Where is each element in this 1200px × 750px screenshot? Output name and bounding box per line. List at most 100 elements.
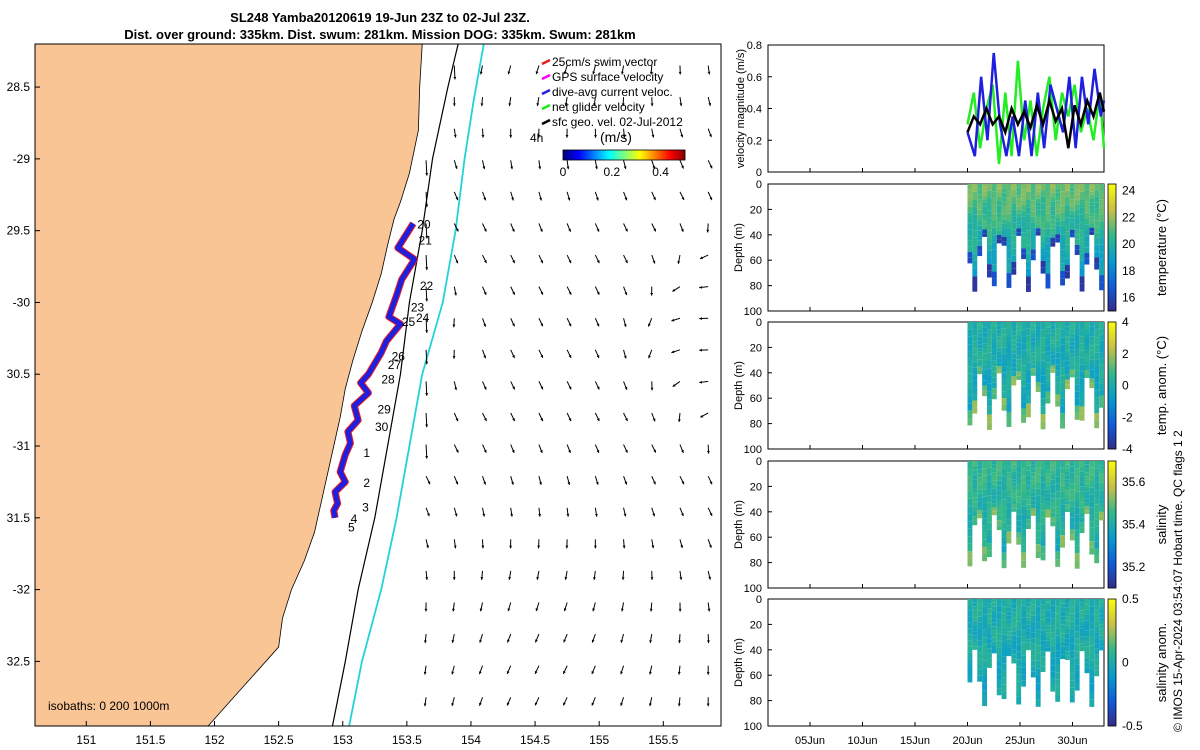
profile-cell <box>996 362 1002 367</box>
profile-cell <box>1069 222 1075 226</box>
profile-cell <box>972 214 978 223</box>
profile-colorbar-cell <box>1108 561 1116 563</box>
profile-colorbar-cell <box>1108 661 1116 663</box>
profile-cell <box>1074 224 1080 230</box>
profile-cell <box>991 191 997 199</box>
colorbar-cell <box>656 150 658 160</box>
profile-cell <box>1016 538 1022 545</box>
profile-cell <box>972 393 978 401</box>
profile-cell <box>982 380 987 386</box>
profile-cell <box>1045 228 1051 237</box>
profile-colorbar-cell <box>1108 606 1116 608</box>
profile-colorbar-cell <box>1108 648 1116 650</box>
profile-cell <box>987 662 992 668</box>
profile-cell <box>1055 679 1061 688</box>
profile-cell <box>1011 371 1017 377</box>
profile-cell <box>1079 613 1085 618</box>
profile-cell <box>987 461 992 468</box>
profile-cell <box>1006 627 1012 632</box>
profile-cell <box>967 246 973 253</box>
profile-cell <box>1089 359 1095 365</box>
profile-cell <box>1074 664 1080 671</box>
profile-cell <box>996 358 1002 363</box>
geo-vel-arrowhead <box>706 229 710 233</box>
profile-colorbar-cell <box>1108 252 1116 254</box>
colorbar-cell <box>670 150 672 160</box>
profile-cell <box>1055 192 1061 197</box>
profile-cell <box>1084 369 1090 374</box>
profile-colorbar-cell <box>1108 333 1116 335</box>
profile-colorbar-cell <box>1108 628 1116 630</box>
profile-cell <box>1016 461 1022 467</box>
geo-vel-arrowhead <box>483 197 487 201</box>
profile-colorbar-tick-label: 35.6 <box>1122 475 1146 489</box>
profile-cell <box>1079 617 1085 622</box>
profile-cell <box>996 205 1002 210</box>
profile-cell <box>1079 461 1085 467</box>
profile-cell <box>991 641 997 646</box>
profile-cell <box>972 628 978 632</box>
profile-cell <box>1060 654 1065 660</box>
profile-cell <box>1021 506 1026 515</box>
colorbar-cell <box>608 150 610 160</box>
profile-colorbar-cell <box>1108 226 1116 228</box>
profile-cell <box>1065 629 1070 634</box>
geo-vel-arrowhead <box>707 450 710 454</box>
profile-cell <box>991 249 997 257</box>
profile-cell <box>1055 665 1061 673</box>
profile-cell <box>1040 203 1046 210</box>
profile-cell <box>991 633 997 638</box>
profile-cell <box>1030 649 1036 656</box>
profile-colorbar-cell <box>1108 659 1116 661</box>
geo-vel-arrowhead <box>677 703 681 707</box>
profile-colorbar-cell <box>1108 560 1116 562</box>
profile-cell <box>1060 473 1065 480</box>
profile-cell <box>1035 332 1041 338</box>
profile-cell <box>1026 470 1031 476</box>
profile-cell <box>1074 670 1080 678</box>
map-y-tick-label: -32 <box>13 583 31 597</box>
colorbar-cell <box>605 150 607 160</box>
profile-cell <box>1006 478 1012 485</box>
profile-cell <box>977 493 983 498</box>
profile-cell <box>991 242 997 250</box>
profile-cell <box>1084 491 1090 496</box>
profile-cell <box>1055 196 1061 201</box>
profile-cell <box>967 257 973 264</box>
profile-cell <box>977 333 983 337</box>
profile-colorbar-cell <box>1108 554 1116 556</box>
profile-cell <box>1001 192 1007 198</box>
profile-cell <box>1099 244 1104 253</box>
profile-cell <box>967 403 973 411</box>
profile-cell <box>1040 329 1046 338</box>
profile-cell <box>1084 498 1090 503</box>
profile-cell <box>1079 625 1085 629</box>
profile-cell <box>1089 474 1095 482</box>
profile-colorbar-cell <box>1108 639 1116 641</box>
profile-cell <box>1011 335 1017 341</box>
colorbar-cell <box>678 150 680 160</box>
profile-cell <box>1016 532 1022 539</box>
profile-cell <box>982 199 987 203</box>
profile-cell <box>1094 413 1100 421</box>
colorbar-cell <box>669 150 671 160</box>
profile-cell <box>1089 541 1095 548</box>
profile-cell <box>1069 517 1075 524</box>
profile-cell <box>967 329 973 337</box>
profile-cell <box>1099 461 1104 466</box>
profile-cell <box>1030 322 1036 326</box>
profile-cell <box>1011 376 1017 381</box>
profile-cell <box>1055 599 1061 607</box>
profile-cell <box>1035 217 1041 221</box>
profile-colorbar-cell <box>1108 486 1116 488</box>
geo-vel-arrowhead <box>648 671 652 675</box>
geo-vel-arrowhead <box>707 640 710 644</box>
profile-cell <box>987 515 992 523</box>
geo-vel-arrowhead <box>595 481 599 485</box>
profile-colorbar-cell <box>1108 510 1116 512</box>
profile-cell <box>1065 607 1070 613</box>
colorbar-cell <box>616 150 618 160</box>
profile-colorbar-cell <box>1108 475 1116 477</box>
geo-vel-arrowhead <box>622 545 626 549</box>
geo-vel-arrowhead <box>679 103 683 107</box>
